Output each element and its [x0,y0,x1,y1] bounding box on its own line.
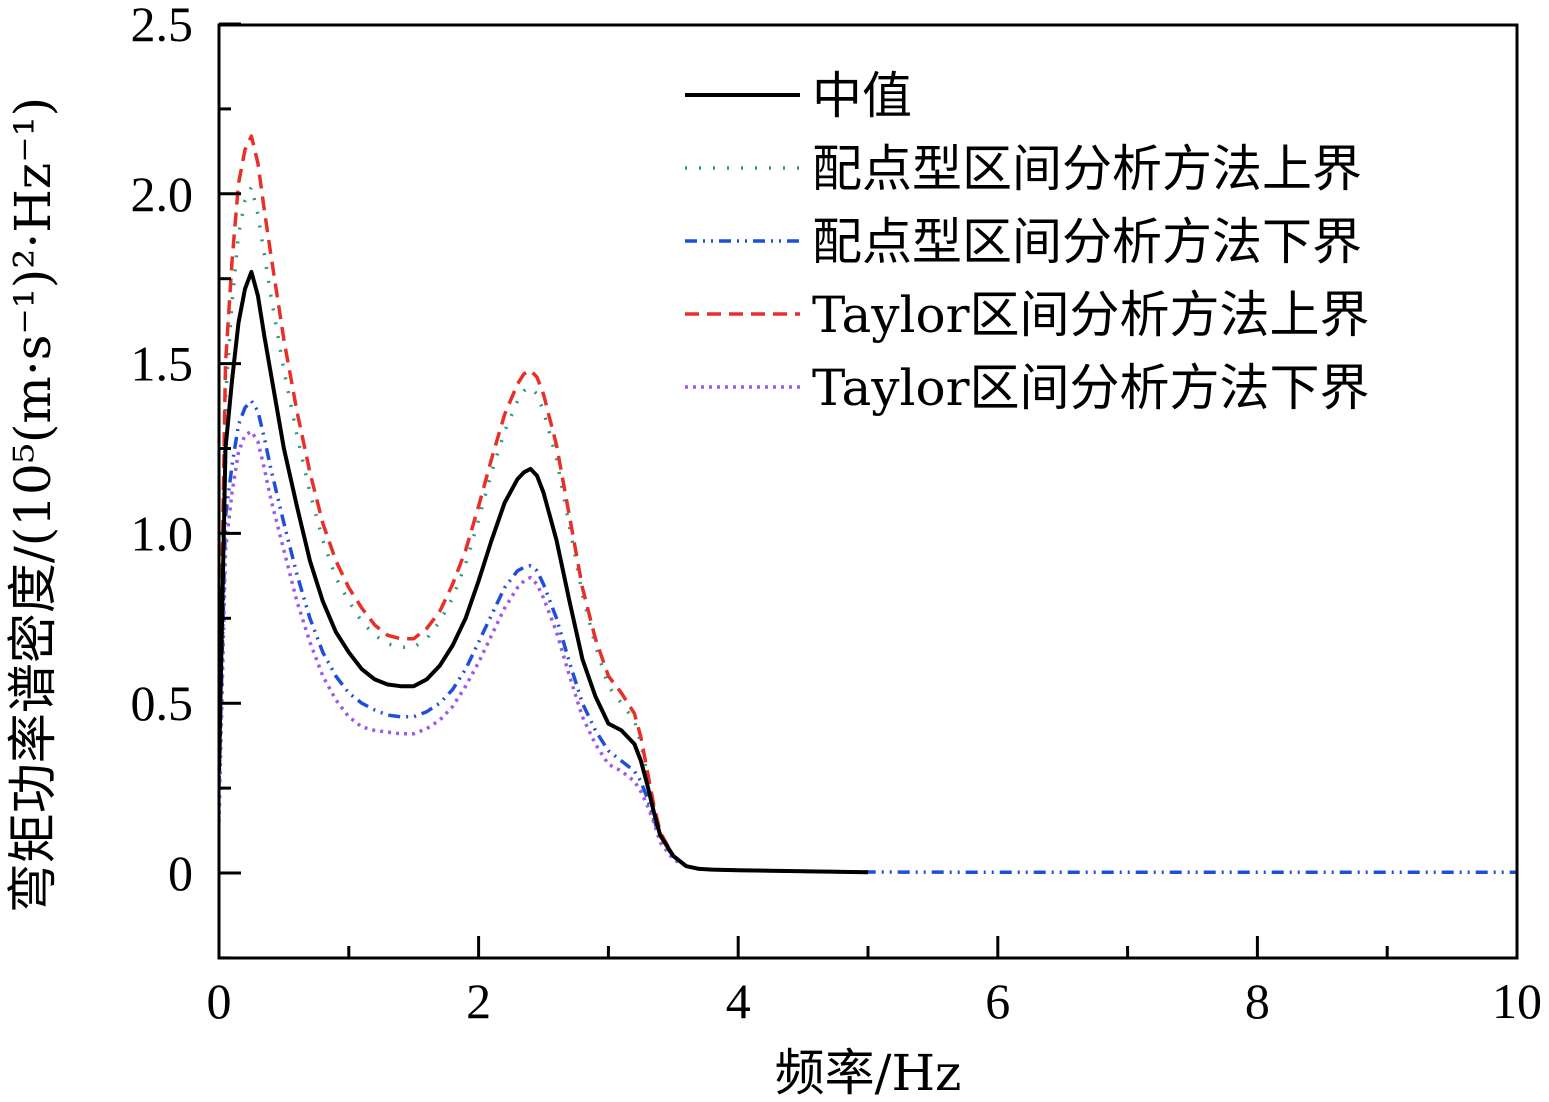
y-axis-title: 弯矩功率谱密度/(10⁵(m·s⁻¹)²·Hz⁻¹) [4,97,62,913]
ticks-layer: 0 2 4 6 8 10 0 0.5 1.0 1.5 2.0 2.5 [131,0,1543,1029]
legend-label-5: Taylor区间分析方法下界 [812,359,1370,417]
y-tick-label: 2.0 [131,166,194,222]
y-tick-label: 2.5 [131,0,194,52]
series-line-1 [219,269,869,875]
x-tick-label: 6 [985,973,1010,1029]
series-layer [219,134,1517,875]
y-tick-label: 0 [168,845,193,901]
x-tick-label: 2 [466,973,491,1029]
x-tick-label: 0 [207,973,232,1029]
x-axis-title: 频率/Hz [775,1044,962,1102]
x-tick-label: 4 [726,973,751,1029]
y-tick-label: 1.0 [131,505,194,561]
legend-label-4: Taylor区间分析方法上界 [812,286,1370,344]
y-tick-label: 0.5 [131,675,194,731]
legend-label-1: 中值 [812,67,912,125]
x-tick-label: 10 [1492,973,1542,1029]
legend-label-3: 配点型区间分析方法下界 [812,213,1362,271]
x-tick-label: 8 [1245,973,1270,1029]
y-tick-label: 1.5 [131,336,194,392]
legend-label-2: 配点型区间分析方法上界 [812,140,1362,198]
